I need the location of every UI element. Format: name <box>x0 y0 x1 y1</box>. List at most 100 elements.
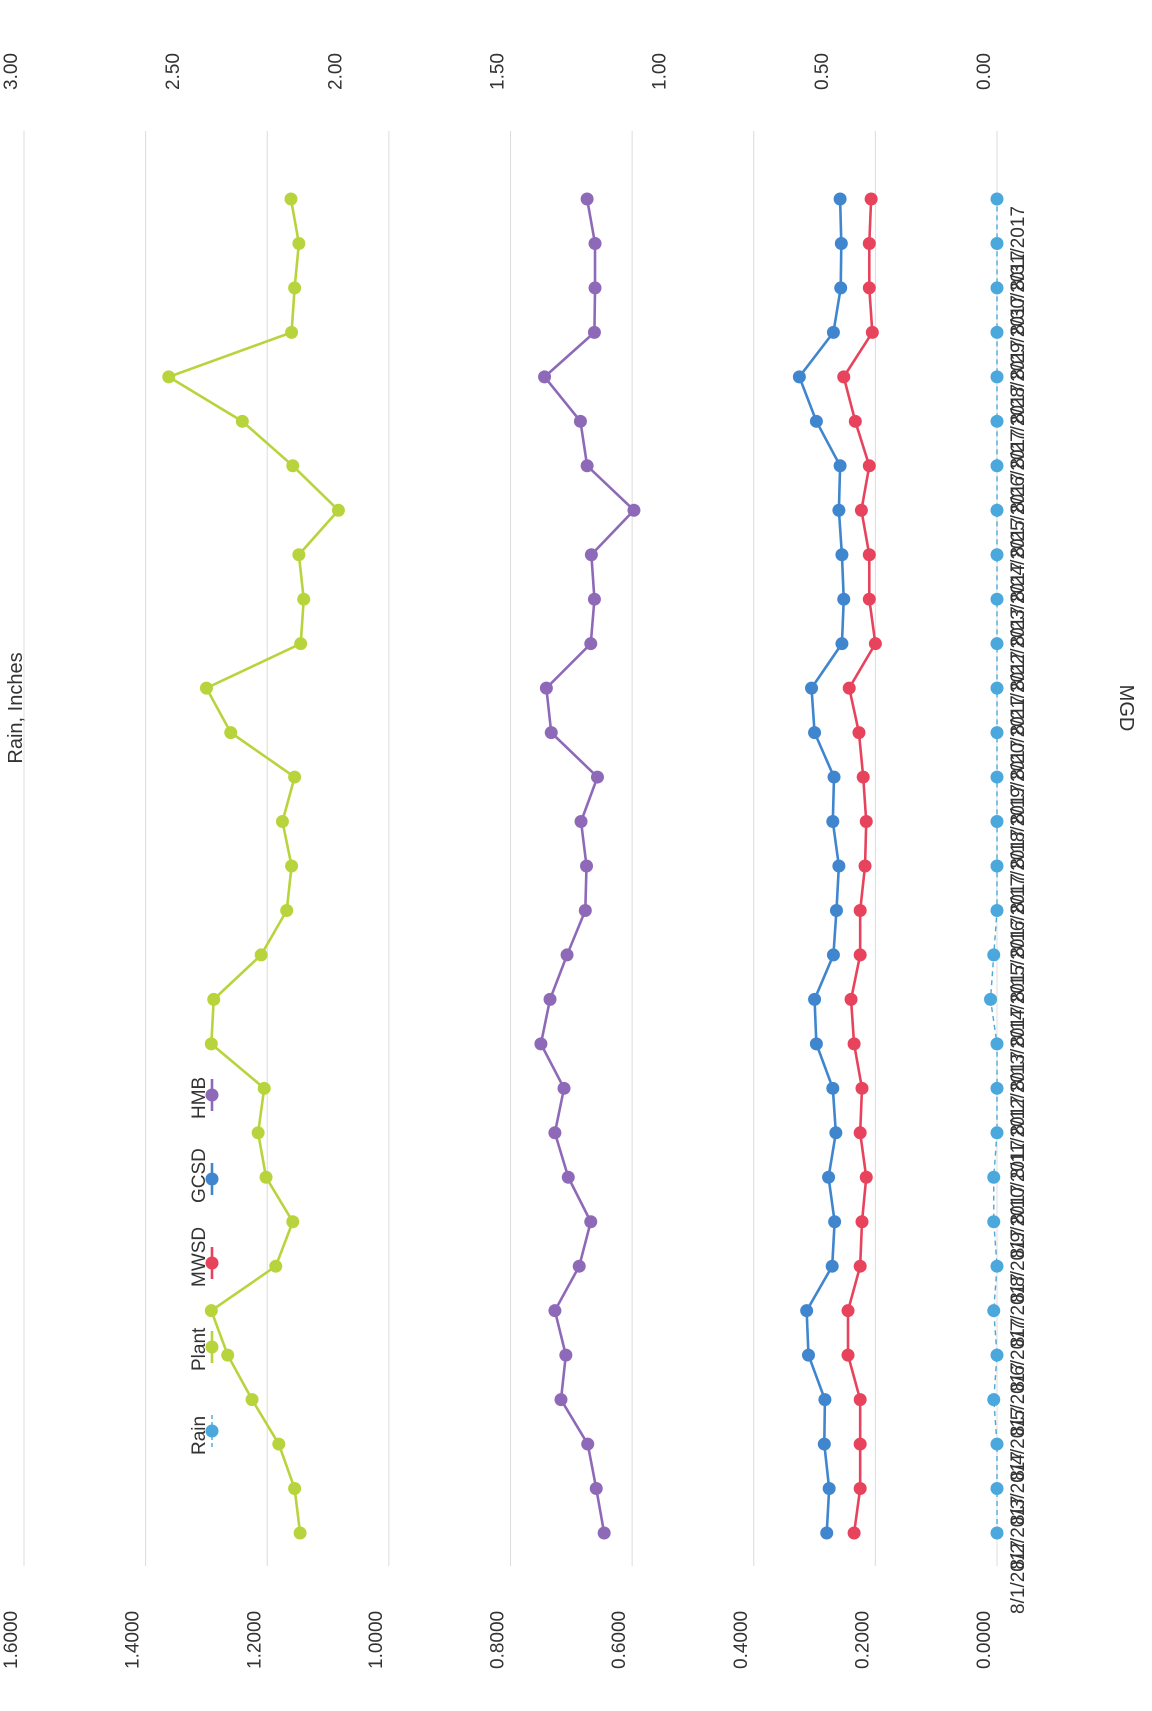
right-axis-tick-label: 1.00 <box>650 53 671 90</box>
data-point <box>588 326 601 339</box>
data-point <box>589 281 602 294</box>
data-point <box>991 415 1004 428</box>
data-point <box>540 682 553 695</box>
data-point <box>991 860 1004 873</box>
left-axis-tick-label: 1.4000 <box>123 1611 144 1669</box>
data-point <box>991 1482 1004 1495</box>
data-point <box>863 281 876 294</box>
data-point <box>534 1037 547 1050</box>
data-point <box>863 593 876 606</box>
data-point <box>834 281 847 294</box>
data-point <box>579 904 592 917</box>
data-point <box>991 459 1004 472</box>
data-point <box>246 1393 259 1406</box>
left-axis-tick-label: 0.0000 <box>974 1611 995 1669</box>
data-point <box>854 1393 867 1406</box>
data-point <box>286 459 299 472</box>
right-axis-tick-label: 0.00 <box>974 53 995 90</box>
data-point <box>832 504 845 517</box>
data-point <box>288 1482 301 1495</box>
data-point <box>859 860 872 873</box>
data-point <box>991 726 1004 739</box>
data-point <box>284 193 297 206</box>
data-point <box>863 459 876 472</box>
data-point <box>297 593 310 606</box>
right-axis-tick-labels: 0.00 0.50 1.00 1.50 2.00 2.50 3.00 <box>1 53 995 90</box>
data-point <box>854 904 867 917</box>
data-point <box>827 326 840 339</box>
x-axis-tick-labels: 8/1/20178/2/20178/3/20178/4/20178/5/2017… <box>1008 206 1029 1614</box>
data-point <box>854 948 867 961</box>
right-axis-tick-label: 3.00 <box>1 53 22 90</box>
legend-label: MWSD <box>189 1227 210 1287</box>
data-point <box>558 1082 571 1095</box>
left-axis-tick-label: 0.8000 <box>488 1611 509 1669</box>
left-axis-tick-label: 1.6000 <box>1 1611 22 1669</box>
data-point <box>286 1215 299 1228</box>
data-point <box>224 726 237 739</box>
legend-label: HMB <box>189 1077 210 1119</box>
data-point <box>205 1037 218 1050</box>
data-point <box>828 771 841 784</box>
data-point <box>991 904 1004 917</box>
data-point <box>818 1393 831 1406</box>
data-point <box>866 326 879 339</box>
data-point <box>845 993 858 1006</box>
data-point <box>854 1438 867 1451</box>
data-point <box>581 459 594 472</box>
left-axis-tick-label: 1.0000 <box>366 1611 387 1669</box>
legend-item-plant: Plant <box>189 1327 219 1371</box>
data-point <box>991 281 1004 294</box>
data-point <box>820 1527 833 1540</box>
data-point <box>869 637 882 650</box>
data-point <box>584 1215 597 1228</box>
data-point <box>991 637 1004 650</box>
data-point <box>854 1126 867 1139</box>
data-point <box>991 504 1004 517</box>
data-point <box>991 815 1004 828</box>
x-axis-tick-label: 8/31/2017 <box>1008 206 1029 291</box>
legend: RainPlantMWSDGCSDHMB <box>189 1077 219 1455</box>
data-point <box>581 193 594 206</box>
data-point <box>260 1171 273 1184</box>
data-point <box>538 370 551 383</box>
data-point <box>848 1527 861 1540</box>
data-point <box>991 682 1004 695</box>
data-point <box>580 860 593 873</box>
data-point <box>854 1260 867 1273</box>
data-point <box>854 1482 867 1495</box>
data-point <box>288 771 301 784</box>
data-point <box>835 637 848 650</box>
data-point <box>830 904 843 917</box>
series-hmb <box>534 193 640 1540</box>
data-point <box>588 593 601 606</box>
data-point <box>559 1349 572 1362</box>
legend-item-hmb: HMB <box>189 1077 219 1119</box>
data-point <box>984 993 997 1006</box>
data-point <box>835 548 848 561</box>
data-point <box>585 548 598 561</box>
data-point <box>205 1304 218 1317</box>
data-point <box>285 860 298 873</box>
data-point <box>991 771 1004 784</box>
data-point <box>294 1527 307 1540</box>
data-point <box>826 1082 839 1095</box>
data-point <box>822 1171 835 1184</box>
data-point <box>827 948 840 961</box>
data-point <box>991 326 1004 339</box>
data-point <box>849 415 862 428</box>
data-point <box>162 370 175 383</box>
legend-item-gcsd: GCSD <box>189 1148 219 1203</box>
data-point <box>835 237 848 250</box>
data-point <box>800 1304 813 1317</box>
left-axis-tick-labels: 0.00000.20000.40000.60000.80001.00001.20… <box>1 1611 995 1669</box>
data-point <box>590 1482 603 1495</box>
data-point <box>991 1438 1004 1451</box>
right-axis-tick-label: 2.00 <box>325 53 346 90</box>
data-point <box>581 1438 594 1451</box>
data-point <box>272 1438 285 1451</box>
data-point <box>863 237 876 250</box>
data-point <box>627 504 640 517</box>
series-gcsd <box>793 193 850 1540</box>
data-point <box>991 370 1004 383</box>
